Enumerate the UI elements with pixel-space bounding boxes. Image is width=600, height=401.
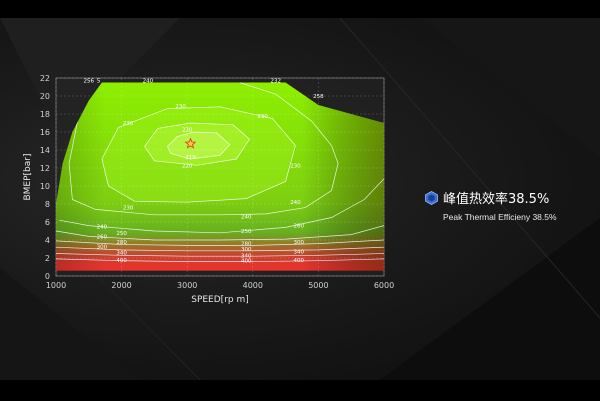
- top-contour-label: 232: [271, 79, 282, 85]
- contour-label: 230: [123, 121, 134, 127]
- contour-label: 300: [241, 247, 252, 253]
- y-tick-label: 6: [45, 218, 50, 227]
- y-tick-label: 0: [45, 272, 50, 281]
- contour-220: [144, 122, 250, 166]
- slide-background: 219 220 220 230 230 230 230 230 240 240 240 250 250 2…: [0, 18, 600, 380]
- contour-label: 400: [116, 258, 127, 264]
- contour-label: 400: [241, 259, 252, 265]
- grid-lines: [55, 77, 385, 277]
- contour-280: [56, 239, 384, 246]
- contour-label: 219: [185, 155, 196, 161]
- top-contour-label: 5: [97, 79, 101, 85]
- y-tick-label: 8: [45, 200, 50, 209]
- star-icon: [184, 137, 197, 149]
- peak-efficiency-marker: [184, 137, 197, 149]
- contour-label: 260: [97, 234, 108, 240]
- y-tick-label: 16: [40, 128, 50, 137]
- contour-label: 230: [290, 163, 301, 169]
- contour-300: [56, 246, 384, 252]
- contour-label: 240: [241, 215, 252, 221]
- zone-219: [167, 132, 230, 159]
- y-tick-label: 22: [40, 74, 50, 83]
- contour-label: 220: [182, 127, 193, 133]
- contour-label: 280: [241, 242, 252, 248]
- contour-label: 340: [293, 250, 304, 256]
- contour-label: 230: [257, 114, 268, 120]
- contour-label: 240: [290, 200, 301, 206]
- contour-label: 230: [123, 206, 134, 212]
- contour-400: [56, 258, 384, 262]
- callout-subtitle: Peak Thermal Efficieny 38.5%: [443, 212, 557, 222]
- y-tick-label: 4: [45, 236, 50, 245]
- contour-label: 340: [241, 253, 252, 259]
- contour-260: [56, 225, 384, 241]
- hexagon-icon: [425, 190, 438, 205]
- x-tick-label: 6000: [374, 281, 394, 290]
- x-tick-label: 3000: [177, 281, 197, 290]
- contour-label: 220: [182, 163, 193, 169]
- x-tick-label: 2000: [111, 281, 131, 290]
- x-axis-label: SPEED[rp m]: [191, 295, 249, 305]
- peak-efficiency-callout: 峰值热效率38.5% Peak Thermal Efficieny 38.5%: [425, 188, 595, 222]
- x-tick-label: 4000: [243, 281, 263, 290]
- contour-230: [101, 106, 296, 203]
- contour-label: 400: [293, 258, 304, 264]
- y-tick-label: 10: [40, 182, 50, 191]
- y-tick-labels: 0 2 4 6 8 10 12 14 16 18 20 22: [40, 74, 50, 281]
- y-tick-label: 2: [45, 254, 50, 263]
- y-tick-label: 18: [40, 110, 50, 119]
- y-axis-label: BMEP[bar]: [23, 153, 33, 200]
- x-tick-label: 5000: [308, 281, 328, 290]
- x-tick-labels: 1000 2000 3000 4000 5000 6000: [46, 281, 394, 290]
- contour-240: [68, 82, 339, 216]
- background-decoration: [0, 18, 600, 380]
- contour-label: 340: [116, 251, 127, 257]
- top-contour-label: 258: [313, 94, 324, 100]
- y-tick-label: 14: [40, 146, 50, 155]
- callout-title: 峰值热效率38.5%: [443, 192, 550, 207]
- contour-label: 240: [97, 225, 108, 231]
- contour-340: [56, 253, 384, 257]
- contour-label: 230: [175, 104, 186, 110]
- y-tick-label: 12: [40, 164, 50, 173]
- contour-label: 300: [293, 240, 304, 246]
- contour-label: 260: [293, 224, 304, 230]
- contour-label: 300: [97, 244, 108, 250]
- top-contour-label: 256: [84, 79, 95, 85]
- contour-219: [167, 131, 231, 160]
- y-tick-label: 20: [40, 92, 50, 101]
- contour-label: 250: [241, 229, 252, 235]
- contour-label: 250: [116, 231, 127, 237]
- x-tick-label: 1000: [46, 281, 66, 290]
- contour-250: [59, 178, 384, 234]
- contour-labels: 219 220 220 230 230 230 230 230 240 240 240 250 250 2…: [84, 79, 325, 265]
- top-contour-label: 240: [143, 79, 154, 85]
- contour-lines: [56, 82, 384, 262]
- callout-title-row: 峰值热效率38.5%: [425, 188, 595, 207]
- contour-label: 280: [116, 240, 127, 246]
